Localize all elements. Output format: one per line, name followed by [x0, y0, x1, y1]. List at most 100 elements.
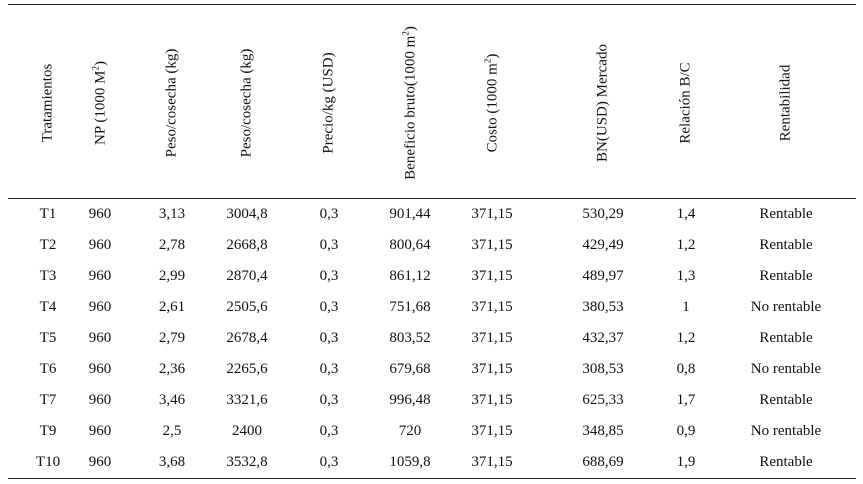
table-cell: 308,53 — [582, 361, 624, 377]
table-cell: 0,3 — [319, 299, 339, 315]
column-header: Beneficio bruto(1000 m2) — [395, 10, 425, 195]
table-cell: T3 — [39, 268, 57, 284]
table-cell: 371,15 — [471, 454, 513, 470]
table-cell: 3,46 — [158, 392, 186, 408]
column-header-text: Peso/cosecha (kg) — [163, 48, 180, 157]
table-cell: Rentable — [759, 454, 813, 470]
column-header-superscript: 2 — [482, 58, 493, 63]
column-header-text: BN(USD) Mercado — [594, 43, 611, 162]
table-cell: 0,3 — [319, 392, 339, 408]
table-cell: 2,79 — [158, 330, 186, 346]
table-cell: 960 — [88, 454, 112, 470]
table-cell: 800,64 — [389, 237, 431, 253]
column-header-label: Tratamientos — [39, 63, 56, 142]
table-cell: 3,13 — [158, 206, 186, 222]
table-cell: T2 — [39, 237, 57, 253]
table-cell: 371,15 — [471, 268, 513, 284]
table-cell: No rentable — [750, 299, 822, 315]
column-header-label: Rentabilidad — [778, 64, 794, 141]
table-cell: T1 — [39, 206, 57, 222]
column-header-label: NP (1000 M2) — [91, 61, 109, 145]
table-cell: 0,3 — [319, 206, 339, 222]
table-cell: 371,15 — [471, 423, 513, 439]
table-cell: 3,68 — [158, 454, 186, 470]
table-cell: No rentable — [750, 361, 822, 377]
column-header-text: Tratamientos — [39, 63, 56, 142]
table-cell: 2265,6 — [226, 361, 268, 377]
table-row: T7 960 3,46 3321,6 0,3 996,48 371,15 625,33 1,7 R… — [0, 385, 863, 416]
table-row: T1 960 3,13 3004,8 0,3 901,44 371,15 530,29 1,4 R… — [0, 199, 863, 230]
table-cell: 751,68 — [389, 299, 431, 315]
table-cell: 625,33 — [582, 392, 624, 408]
table-cell: 861,12 — [389, 268, 431, 284]
table-row: T3 960 2,99 2870,4 0,3 861,12 371,15 489,97 1,3 R… — [0, 261, 863, 292]
table-cell: 0,3 — [319, 330, 339, 346]
table-cell: 0,3 — [319, 237, 339, 253]
table-cell: 960 — [88, 237, 112, 253]
table-cell: 960 — [88, 206, 112, 222]
table-row: T10 960 3,68 3532,8 0,3 1059,8 371,15 688,69 1,9… — [0, 447, 863, 478]
table-cell: 371,15 — [471, 330, 513, 346]
table-cell: 2,99 — [158, 268, 186, 284]
column-header-text: Precio/kg (USD) — [320, 51, 337, 154]
table-cell: 371,15 — [471, 237, 513, 253]
table-cell: Rentable — [759, 268, 813, 284]
table-cell: 2,36 — [158, 361, 186, 377]
table-cell: 489,97 — [582, 268, 624, 284]
column-header-label: Peso/cosecha (kg) — [238, 48, 255, 157]
table-cell: 2668,8 — [226, 237, 268, 253]
table-cell: 429,49 — [582, 237, 624, 253]
table-cell: 1,2 — [676, 237, 696, 253]
table-cell: 371,15 — [471, 206, 513, 222]
table-cell: 0,3 — [319, 268, 339, 284]
table-cell: T9 — [39, 423, 57, 439]
column-header: Rentabilidad — [771, 10, 801, 195]
table-cell: T7 — [39, 392, 57, 408]
table-cell: 1,2 — [676, 330, 696, 346]
table-cell: 0,8 — [676, 361, 696, 377]
table-cell: 1059,8 — [389, 454, 431, 470]
column-header: Peso/cosecha (kg) — [157, 10, 187, 195]
table-cell: 348,85 — [582, 423, 624, 439]
column-header: BN(USD) Mercado — [588, 10, 618, 195]
table-cell: 2678,4 — [226, 330, 268, 346]
table-bottom-rule — [8, 478, 856, 480]
table-cell: 960 — [88, 423, 112, 439]
column-header: Precio/kg (USD) — [314, 10, 344, 195]
table-cell: 1,3 — [676, 268, 696, 284]
table-cell: 960 — [88, 299, 112, 315]
table-cell: 0,3 — [319, 361, 339, 377]
column-header-label: Costo (1000 m2) — [482, 53, 501, 152]
table-row: T6 960 2,36 2265,6 0,3 679,68 371,15 308,53 0,8 N… — [0, 354, 863, 385]
table-cell: T5 — [39, 330, 57, 346]
table-row: T4 960 2,61 2505,6 0,3 751,68 371,15 380,53 1 No … — [0, 292, 863, 323]
table-cell: 0,9 — [676, 423, 696, 439]
column-header-label: Relación B/C — [678, 62, 694, 143]
column-header: NP (1000 M2) — [85, 10, 115, 195]
table-cell: 996,48 — [389, 392, 431, 408]
table-cell: Rentable — [759, 392, 813, 408]
table-row: T9 960 2,5 2400 0,3 720 371,15 348,85 0,9 No rent… — [0, 416, 863, 447]
table-cell: 0,3 — [319, 423, 339, 439]
table-cell: 679,68 — [389, 361, 431, 377]
table-cell: 371,15 — [471, 392, 513, 408]
table-cell: 2505,6 — [226, 299, 268, 315]
column-header-label: Beneficio bruto(1000 m2) — [401, 26, 419, 180]
table-cell: 1,9 — [676, 454, 696, 470]
table-cell: No rentable — [750, 423, 822, 439]
column-header-text-close: ) — [484, 53, 501, 59]
table-cell: Rentable — [759, 330, 813, 346]
table-cell: 901,44 — [389, 206, 431, 222]
column-header: Tratamientos — [33, 10, 63, 195]
table-top-rule — [8, 4, 856, 6]
table-row: T5 960 2,79 2678,4 0,3 803,52 371,15 432,37 1,2 R… — [0, 323, 863, 354]
table-cell: 960 — [88, 361, 112, 377]
table-cell: 960 — [88, 392, 112, 408]
table-cell: T4 — [39, 299, 57, 315]
column-header-text: Peso/cosecha (kg) — [238, 48, 255, 157]
table-cell: 380,53 — [582, 299, 624, 315]
table-cell: 2870,4 — [226, 268, 268, 284]
column-header-text: NP (1000 M — [92, 70, 109, 145]
column-header-text: Beneficio bruto(1000 m — [402, 35, 419, 180]
